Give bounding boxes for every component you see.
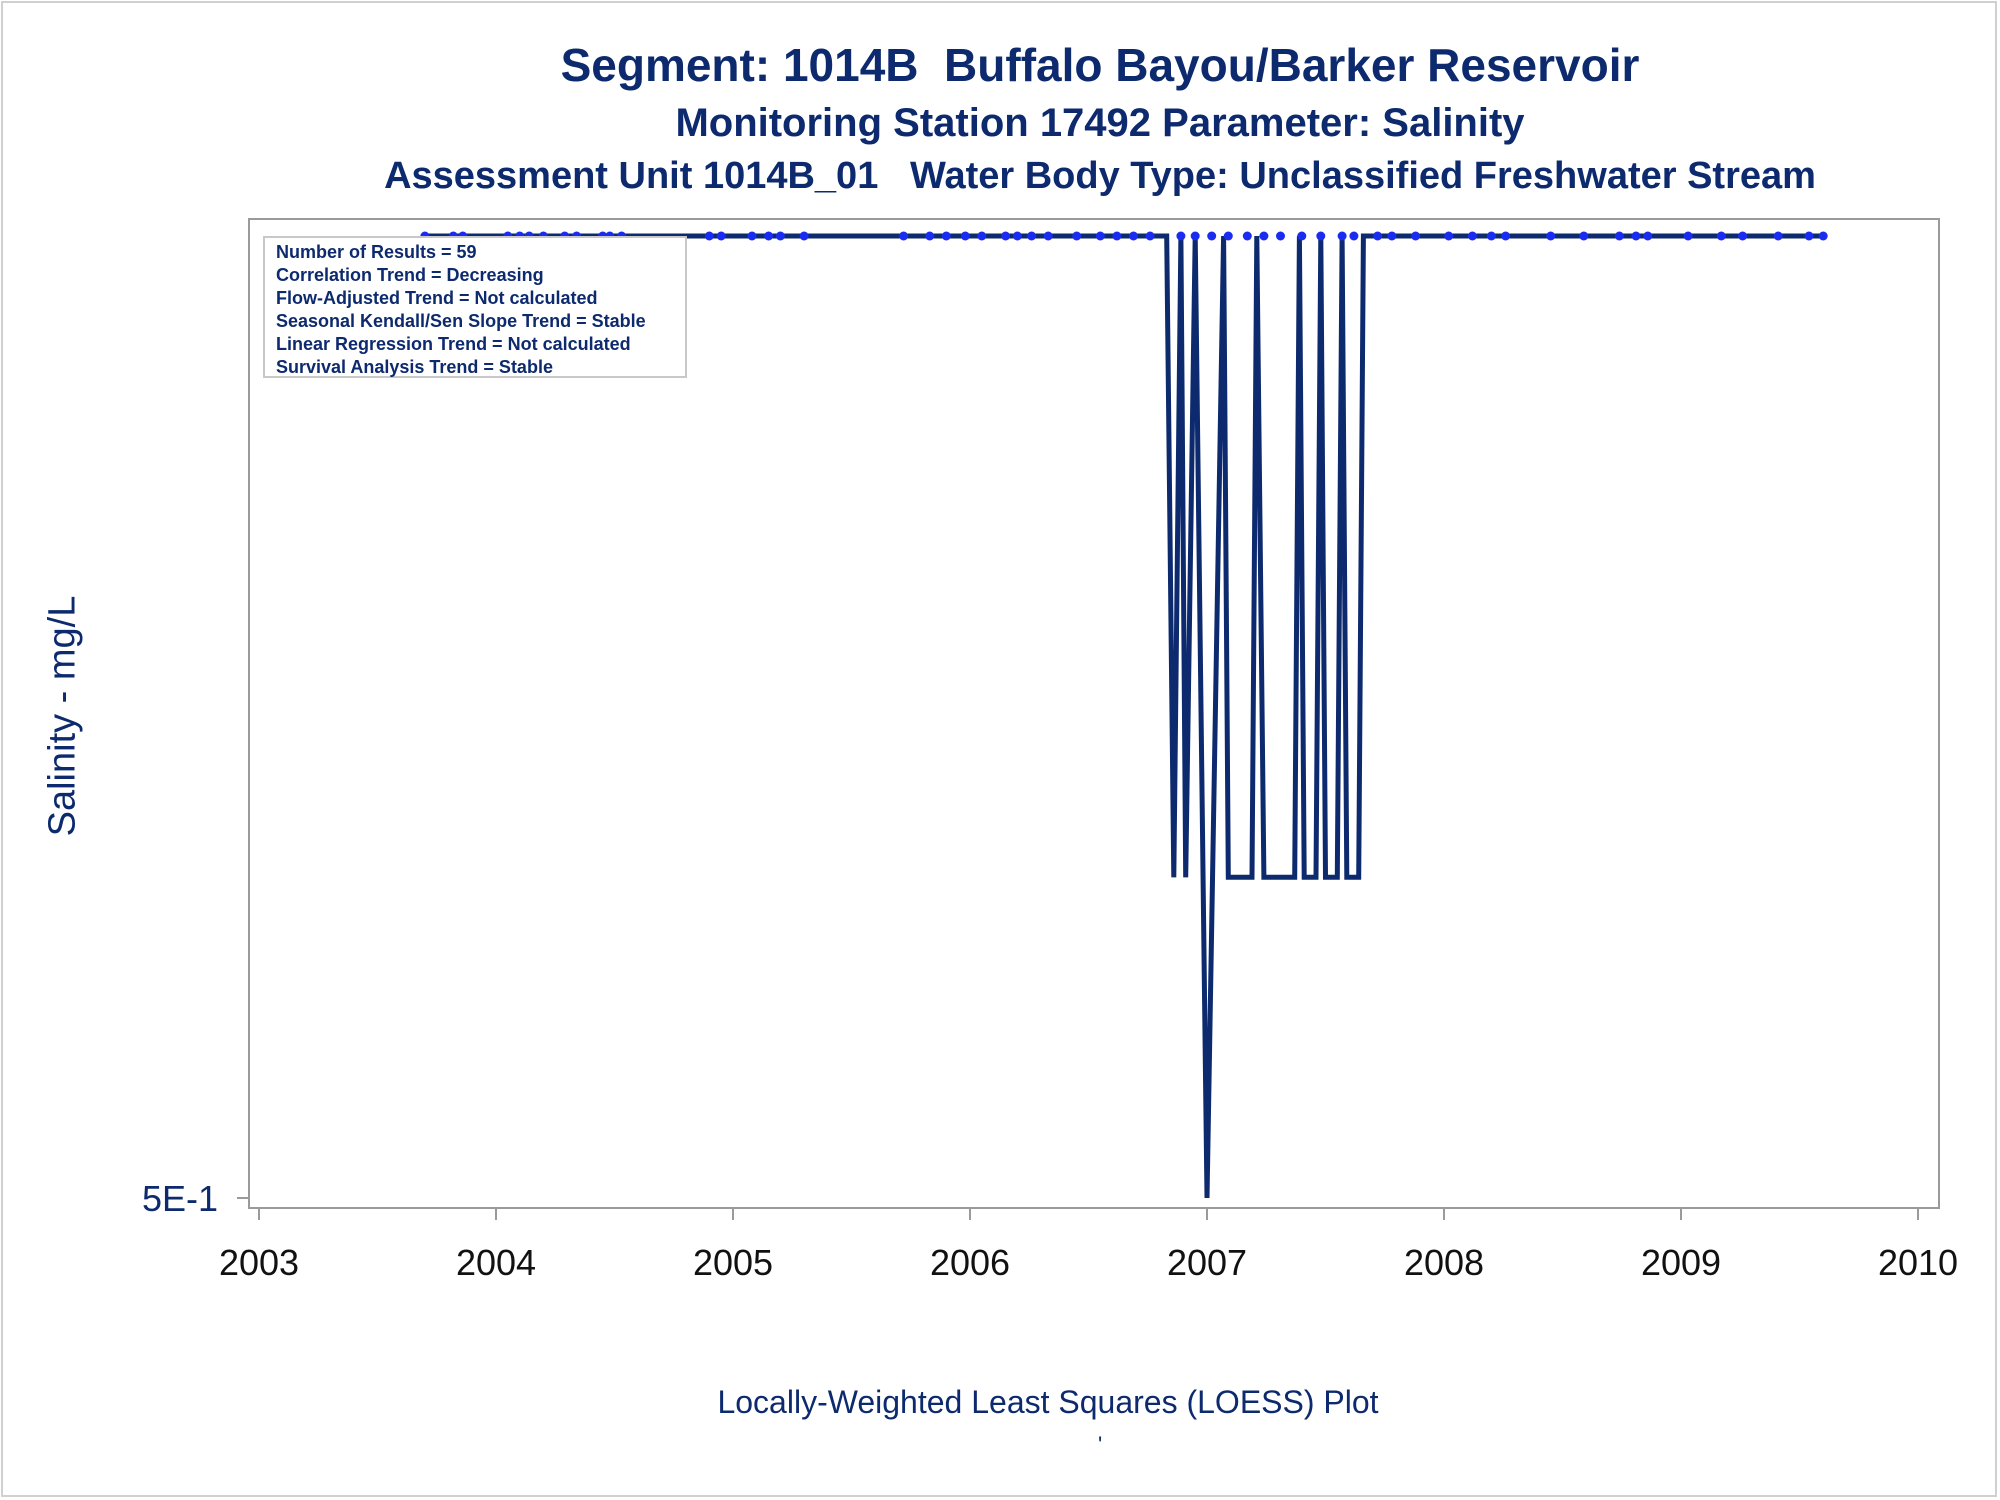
data-point — [899, 231, 909, 241]
x-tick-label: 2010 — [1878, 1242, 1958, 1283]
data-point — [716, 231, 726, 241]
trend-stat-line: Flow-Adjusted Trend = Not calculated — [276, 288, 598, 308]
plot-area — [248, 218, 1940, 1209]
footer-mark: ' — [1098, 1432, 1103, 1457]
trend-stat-line: Correlation Trend = Decreasing — [276, 265, 544, 285]
data-point — [1546, 231, 1556, 241]
data-point — [1804, 231, 1814, 241]
axes-layer: 2003 2004 2005 2006 2007 2008 2009 2010 5E-1 — [142, 1178, 1958, 1283]
chart-title: Segment: 1014B Buffalo Bayou/Barker Rese… — [560, 39, 1640, 91]
data-point — [1112, 231, 1122, 241]
data-point — [925, 231, 935, 241]
x-tick-label: 2004 — [456, 1242, 536, 1283]
x-tick-label: 2007 — [1167, 1242, 1247, 1283]
data-point — [1001, 231, 1011, 241]
data-point — [1145, 231, 1155, 241]
line-layer — [424, 233, 1824, 1199]
trend-stat-line: Linear Regression Trend = Not calculated — [276, 334, 631, 354]
data-point — [764, 231, 774, 241]
data-point — [941, 231, 951, 241]
data-point — [1349, 231, 1359, 241]
data-point — [1176, 231, 1186, 241]
points-layer — [420, 231, 1828, 241]
data-point — [960, 231, 970, 241]
data-point — [1818, 231, 1828, 241]
data-point — [1486, 231, 1496, 241]
x-tick-label: 2003 — [219, 1242, 299, 1283]
x-tick-label: 2005 — [693, 1242, 773, 1283]
data-point — [1129, 231, 1138, 241]
data-point — [1773, 231, 1783, 241]
data-point — [1207, 231, 1217, 241]
trend-stat-line: Survival Analysis Trend = Stable — [276, 357, 553, 377]
chart-subtitle-2: Assessment Unit 1014B_01 Water Body Type… — [384, 155, 1816, 197]
data-point — [1012, 231, 1022, 241]
y-tick-label: 5E-1 — [142, 1178, 218, 1219]
data-point — [1242, 231, 1252, 241]
loess-line — [424, 233, 1824, 1199]
x-tick-label: 2009 — [1641, 1242, 1721, 1283]
data-point — [775, 231, 785, 241]
data-point — [1387, 231, 1397, 241]
data-point — [1027, 231, 1037, 241]
trend-stat-line: Seasonal Kendall/Sen Slope Trend = Stabl… — [276, 311, 646, 331]
plot-caption: Locally-Weighted Least Squares (LOESS) P… — [717, 1384, 1379, 1420]
data-point — [1501, 231, 1511, 241]
data-point — [1683, 231, 1693, 241]
data-point — [1095, 231, 1105, 241]
data-point — [1373, 231, 1383, 241]
trend-stats-box: Number of Results = 59 Correlation Trend … — [263, 236, 687, 378]
x-tick-label: 2006 — [930, 1242, 1010, 1283]
data-point — [1223, 231, 1233, 241]
data-point — [1276, 231, 1285, 241]
data-point — [1643, 231, 1653, 241]
data-point — [1190, 231, 1200, 241]
data-point — [1716, 231, 1726, 241]
data-point — [977, 231, 987, 241]
data-point — [1316, 231, 1326, 241]
data-point — [1297, 231, 1307, 241]
data-point — [1467, 231, 1477, 241]
data-point — [1738, 231, 1748, 241]
data-point — [1043, 231, 1053, 241]
data-point — [1614, 231, 1624, 241]
x-tick-label: 2008 — [1404, 1242, 1484, 1283]
data-point — [1444, 231, 1454, 241]
data-point — [1259, 231, 1269, 241]
y-axis-label: Salinity - mg/L — [41, 595, 84, 837]
data-point — [704, 231, 714, 241]
data-point — [747, 231, 757, 241]
data-point — [1072, 231, 1082, 241]
data-point — [799, 231, 809, 241]
data-point — [1411, 231, 1421, 241]
chart-subtitle: Monitoring Station 17492 Parameter: Sali… — [675, 101, 1525, 145]
data-point — [1579, 231, 1589, 241]
data-point — [1337, 231, 1347, 241]
trend-stat-line: Number of Results = 59 — [276, 242, 477, 262]
data-point — [1631, 231, 1641, 241]
